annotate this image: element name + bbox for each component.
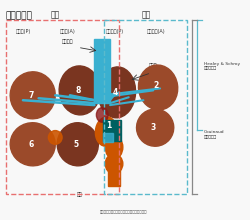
Ellipse shape xyxy=(105,136,123,159)
Ellipse shape xyxy=(57,123,98,166)
Text: 下大静脈: 下大静脈 xyxy=(62,39,74,44)
Text: 肝臓の解剖: 肝臓の解剖 xyxy=(5,11,32,20)
Ellipse shape xyxy=(95,117,117,146)
Text: 6: 6 xyxy=(28,140,34,149)
Text: 4: 4 xyxy=(112,88,117,97)
Text: 2: 2 xyxy=(154,81,159,90)
Ellipse shape xyxy=(138,65,178,110)
Ellipse shape xyxy=(48,130,62,144)
Ellipse shape xyxy=(10,72,55,119)
Bar xyxy=(94,39,110,103)
Text: 原発性肝癌取り扱い規約（第５版）より作成: 原発性肝癌取り扱い規約（第５版）より作成 xyxy=(100,210,148,214)
Ellipse shape xyxy=(98,67,136,118)
Ellipse shape xyxy=(10,123,55,166)
Bar xyxy=(108,169,120,186)
Text: 肝静脈: 肝静脈 xyxy=(148,63,157,68)
Text: 後区域(P): 後区域(P) xyxy=(15,29,30,34)
Ellipse shape xyxy=(136,109,174,146)
Text: 8: 8 xyxy=(75,86,80,95)
Text: Healey & Schroy
による分類: Healey & Schroy による分類 xyxy=(204,62,240,70)
Text: 左葉: 左葉 xyxy=(142,10,151,19)
Text: 3: 3 xyxy=(150,123,156,132)
Ellipse shape xyxy=(96,108,108,122)
Ellipse shape xyxy=(105,154,123,174)
Text: 1: 1 xyxy=(106,121,112,130)
Text: 7: 7 xyxy=(28,91,34,100)
Text: Couinaud
による分類: Couinaud による分類 xyxy=(204,130,225,139)
Text: 外側区域(A): 外側区域(A) xyxy=(147,29,166,34)
Ellipse shape xyxy=(59,66,100,115)
Text: 門脈: 門脈 xyxy=(77,192,82,197)
Text: 右葉: 右葉 xyxy=(51,10,60,19)
Text: 前区域(A): 前区域(A) xyxy=(60,29,76,34)
Bar xyxy=(103,120,121,141)
Text: 5: 5 xyxy=(73,140,78,149)
Text: 内側区域(P): 内側区域(P) xyxy=(106,29,124,34)
Bar xyxy=(103,132,113,142)
